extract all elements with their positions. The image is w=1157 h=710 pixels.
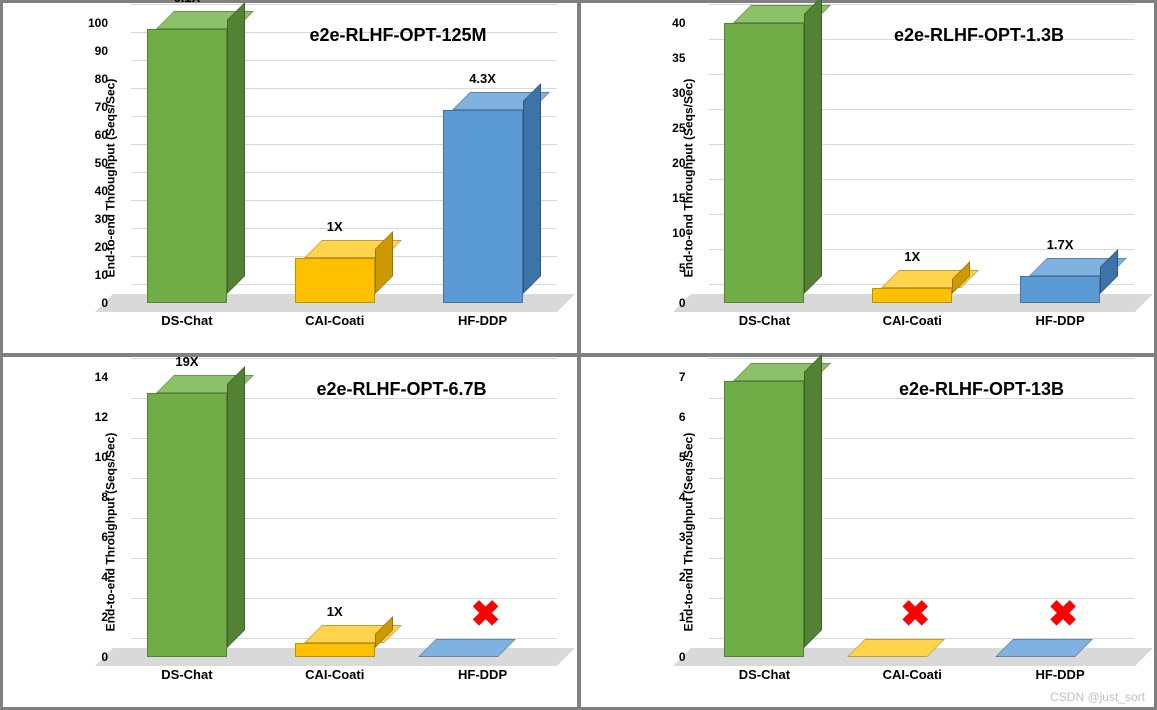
y-tick: 40 [656,16,686,30]
y-tick: 90 [78,44,108,58]
y-tick: 6 [656,410,686,424]
y-axis-label: End-to-end Throughput (Seqs/Sec) [103,79,117,278]
bar-value-label: 1X [327,604,343,619]
x-category-label: HF-DDP [409,313,557,328]
fail-cross-icon: ✖ [1048,593,1078,635]
y-tick: 0 [78,650,108,664]
y-axis-label: End-to-end Throughput (Seqs/Sec) [103,433,117,632]
bar-dschat: 17.9X [691,23,839,303]
y-tick: 0 [78,296,108,310]
bar-hfddp: ✖ [409,377,557,657]
x-category-label: HF-DDP [986,313,1134,328]
bar-hfddp: 1.7X [986,23,1134,303]
y-axis-label: End-to-end Throughput (Seqs/Sec) [681,79,695,278]
panel-0: 6.1X1X4.3X0102030405060708090100DS-ChatC… [2,2,578,354]
y-tick: 0 [656,650,686,664]
x-category-label: CAI-Coati [838,667,986,682]
bar-value-label: 1.7X [1047,237,1074,252]
x-category-label: DS-Chat [113,667,261,682]
panel-3: ✖✖01234567DS-ChatCAI-CoatiHF-DDPEnd-to-e… [580,356,1156,708]
x-category-label: HF-DDP [986,667,1134,682]
bar-caicoati: 1X [261,23,409,303]
bar-value-label: 19X [175,354,198,369]
y-tick: 35 [656,51,686,65]
bar-hfddp: 4.3X [409,23,557,303]
bar-caicoati: 1X [838,23,986,303]
y-tick: 0 [656,296,686,310]
bar-hfddp: ✖ [986,377,1134,657]
bar-value-label: 1X [904,249,920,264]
x-category-label: DS-Chat [691,313,839,328]
bar-dschat: 19X [113,377,261,657]
bar-value-label: 1X [327,219,343,234]
y-axis-label: End-to-end Throughput (Seqs/Sec) [681,433,695,632]
x-category-label: CAI-Coati [261,667,409,682]
fail-cross-icon: ✖ [470,593,500,635]
panel-2: 19X1X✖02468101214DS-ChatCAI-CoatiHF-DDPE… [2,356,578,708]
bar-caicoati: ✖ [838,377,986,657]
bar-caicoati: 1X [261,377,409,657]
y-tick: 12 [78,410,108,424]
bar-dschat [691,377,839,657]
y-tick: 100 [78,16,108,30]
x-category-label: CAI-Coati [261,313,409,328]
watermark: CSDN @just_sort [1050,690,1145,704]
bar-value-label: 4.3X [469,71,496,86]
chart-grid: 6.1X1X4.3X0102030405060708090100DS-ChatC… [0,0,1157,710]
x-category-label: HF-DDP [409,667,557,682]
x-category-label: DS-Chat [691,667,839,682]
y-tick: 7 [656,370,686,384]
x-category-label: CAI-Coati [838,313,986,328]
chart-title: e2e-RLHF-OPT-125M [309,25,486,46]
chart-title: e2e-RLHF-OPT-6.7B [316,379,486,400]
chart-title: e2e-RLHF-OPT-13B [899,379,1064,400]
bar-value-label: 6.1X [174,0,201,5]
bar-dschat: 6.1X [113,23,261,303]
panel-1: 17.9X1X1.7X0510152025303540DS-ChatCAI-Co… [580,2,1156,354]
chart-title: e2e-RLHF-OPT-1.3B [894,25,1064,46]
y-tick: 14 [78,370,108,384]
x-category-label: DS-Chat [113,313,261,328]
fail-cross-icon: ✖ [900,593,930,635]
